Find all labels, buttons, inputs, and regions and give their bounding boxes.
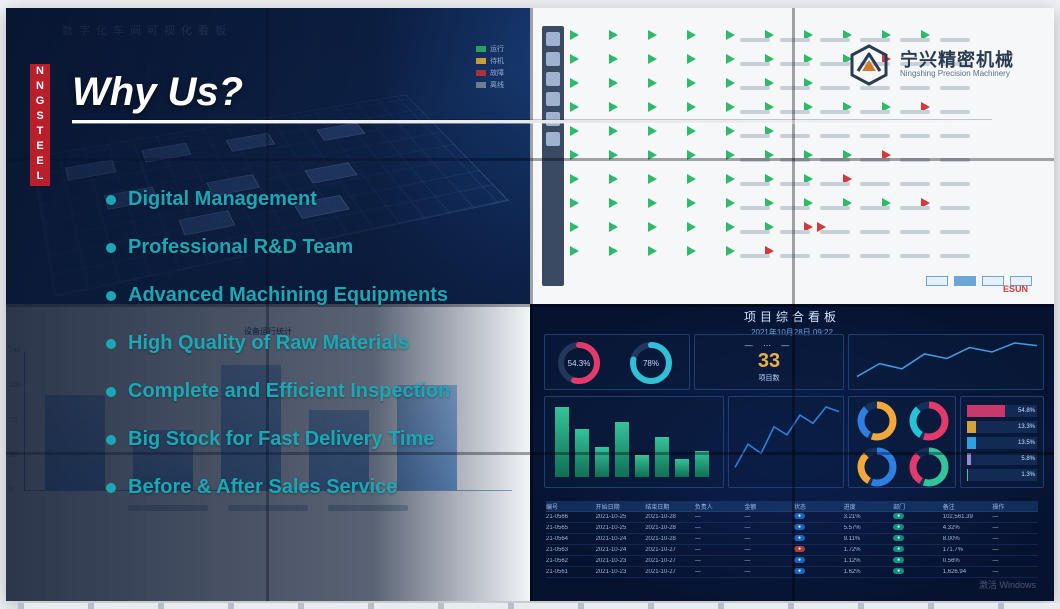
logo-en: Ningshing Precision Machinery — [900, 70, 1014, 78]
br-donuts — [848, 396, 956, 488]
headline: Why Us? — [72, 70, 243, 115]
stage: 数字化车间可视化看板 运行待机故障离线 ESUN 设备运行统计 03570105… — [0, 0, 1060, 609]
br-title: 项目综合看板 — [530, 304, 1054, 327]
windows-watermark: 激活 Windows — [979, 578, 1036, 591]
br-bars — [544, 396, 724, 488]
bullet-item: Big Stock for Fast Delivery Time — [106, 428, 494, 450]
brand-vertical-text: NNGSTEEL — [34, 65, 46, 185]
svg-text:54.3%: 54.3% — [568, 359, 591, 368]
br-line — [728, 396, 844, 488]
svg-text:78%: 78% — [643, 359, 659, 368]
bullet-item: Digital Management — [106, 188, 494, 210]
gantt-toolbar — [542, 26, 564, 286]
br-table: 编号开始日期结束日期负责人金额状态进度部门备注操作21-05662021-10-… — [546, 501, 1038, 587]
bullet-list: Digital Management Professional R&D Team A… — [106, 188, 494, 524]
bullet-item: Complete and Efficient Inspection — [106, 380, 494, 402]
bullet-item: Advanced Machining Equipments — [106, 284, 494, 306]
company-logo: 宁兴精密机械 Ningshing Precision Machinery — [848, 44, 1014, 86]
logo-mark-icon — [848, 44, 890, 86]
logo-text: 宁兴精密机械 Ningshing Precision Machinery — [900, 51, 1014, 78]
logo-cn: 宁兴精密机械 — [900, 51, 1014, 70]
br-right-bars: 54.8%13.3%13.5%5.8%1.3% — [960, 396, 1044, 488]
br-gauges: 54.3% 78% — [544, 334, 690, 390]
app-ruler — [18, 603, 1060, 609]
bullet-item: High Quality of Raw Materials — [106, 332, 494, 354]
gauge-svg: 54.3% 78% — [545, 335, 691, 391]
slide: 数字化车间可视化看板 运行待机故障离线 ESUN 设备运行统计 03570105… — [6, 8, 1054, 601]
br-stat: — ⋯ — 33 项目数 — [694, 334, 844, 390]
br-stat-value: 33 — [695, 350, 843, 373]
br-stat-label: 项目数 — [695, 373, 843, 383]
brand-bar: NNGSTEEL — [30, 64, 50, 186]
bg-panel-bottom-right: 项目综合看板 2021年10月28日 09:22 54.3% 78% — ⋯ — — [530, 304, 1054, 601]
gantt-footer-note: ESUN — [1003, 284, 1028, 294]
headline-rule — [72, 120, 992, 123]
bullet-item: Professional R&D Team — [106, 236, 494, 258]
br-top-line — [848, 334, 1044, 390]
br-grid: 54.3% 78% — ⋯ — 33 项目数 — [540, 334, 1044, 593]
bullet-item: Before & After Sales Service — [106, 476, 494, 498]
